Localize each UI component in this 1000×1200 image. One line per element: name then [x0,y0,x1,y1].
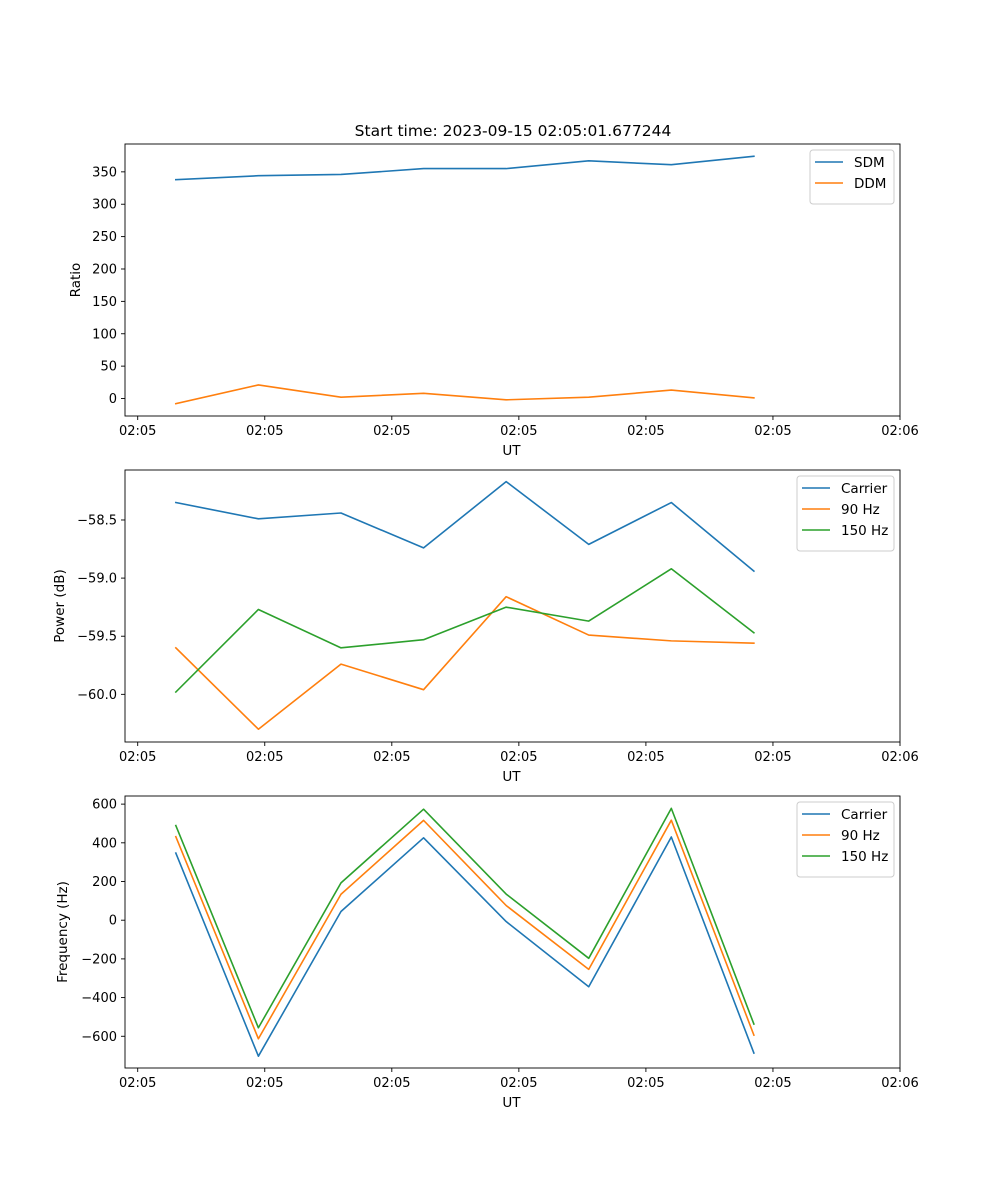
ratio-y-tick-label: 300 [92,198,117,213]
ratio-x-tick-label: 02:05 [754,424,791,439]
power-legend-label-carrier: Carrier [841,481,888,497]
power-y-tick-label: −60.0 [77,688,117,703]
ratio-x-tick-label: 02:05 [119,424,156,439]
ratio-x-tick-label: 02:05 [373,424,410,439]
power-series-line-carrier [174,480,756,573]
power-x-axis-label: UT [502,769,521,785]
frequency-series-line-90-hz [174,819,755,1040]
power-legend-label-90-hz: 90 Hz [841,502,880,518]
power-x-tick-label: 02:05 [754,750,791,765]
ratio-y-tick-label: 0 [109,392,117,407]
frequency-y-tick-label: 400 [92,836,117,851]
frequency-series-line-150-hz [174,807,755,1029]
ratio-legend: SDM DDM [809,149,895,205]
frequency-x-tick-label: 02:05 [246,1076,283,1091]
frequency-legend-box [796,801,895,878]
power-x-tick-label: 02:05 [246,750,283,765]
ratio-legend-box [809,149,895,205]
power-series-line-150-hz [174,567,756,694]
ratio-y-tick-label: 150 [92,295,117,310]
power-y-tick-label: −58.5 [77,513,117,528]
ratio-panel: 02:05 02:05 02:05 02:05 02:05 02:05 02:06 0 50 10… [68,143,919,459]
frequency-legend-label-150-hz: 150 Hz [841,849,888,865]
frequency-series-line-carrier [174,836,755,1057]
frequency-panel: 02:05 02:05 02:05 02:05 02:05 02:05 02:06 −600 −… [55,795,919,1111]
power-panel: 02:05 02:05 02:05 02:05 02:05 02:05 02:06 −60.0… [52,469,919,785]
power-x-tick-label: 02:05 [119,750,156,765]
ratio-x-tick-label: 02:05 [246,424,283,439]
ratio-x-axis-label: UT [502,443,521,459]
frequency-x-tick-label: 02:05 [500,1076,537,1091]
ratio-y-axis-label: Ratio [68,263,84,298]
power-legend: Carrier 90 Hz 150 Hz [796,475,895,552]
ratio-series-line-sdm [174,155,755,181]
power-x-tick-label: 02:05 [500,750,537,765]
frequency-y-tick-label: 600 [92,798,117,813]
frequency-legend-label-carrier: Carrier [841,807,888,823]
ratio-x-tick-label: 02:06 [881,424,918,439]
ratio-y-tick-label: 350 [92,165,117,180]
power-axes-frame [124,469,901,743]
frequency-y-tick-label: 200 [92,875,117,890]
ratio-legend-label-ddm: DDM [854,176,886,192]
frequency-x-tick-label: 02:06 [881,1076,918,1091]
power-x-tick-label: 02:05 [373,750,410,765]
ratio-y-tick-label: 200 [92,262,117,277]
frequency-x-tick-label: 02:05 [627,1076,664,1091]
frequency-x-tick-label: 02:05 [754,1076,791,1091]
power-y-tick-label: −59.5 [77,630,117,645]
ratio-y-tick-label: 250 [92,230,117,245]
frequency-y-tick-label: −200 [81,952,117,967]
power-x-tick-label: 02:06 [881,750,918,765]
power-series-line-90-hz [174,595,755,731]
frequency-x-axis-label: UT [502,1095,521,1111]
frequency-y-tick-label: −600 [81,1030,117,1045]
frequency-axes-frame [124,795,901,1069]
frequency-y-tick-label: −400 [81,991,117,1006]
frequency-x-tick-label: 02:05 [119,1076,156,1091]
ratio-axes-frame [124,143,901,417]
ratio-y-tick-label: 50 [100,360,117,375]
frequency-legend: Carrier 90 Hz 150 Hz [796,801,895,878]
frequency-y-tick-label: 0 [109,914,117,929]
figure-title: Start time: 2023-09-15 02:05:01.677244 [355,122,672,140]
ratio-legend-label-sdm: SDM [854,155,885,171]
frequency-x-tick-label: 02:05 [373,1076,410,1091]
frequency-legend-label-90-hz: 90 Hz [841,828,880,844]
power-legend-box [796,475,895,552]
ratio-x-tick-label: 02:05 [500,424,537,439]
ratio-x-tick-label: 02:05 [627,424,664,439]
power-x-tick-label: 02:05 [627,750,664,765]
ratio-y-tick-label: 100 [92,327,117,342]
power-legend-label-150-hz: 150 Hz [841,523,888,539]
ratio-series-line-ddm [174,384,755,405]
power-y-tick-label: −59.0 [77,572,117,587]
frequency-y-axis-label: Frequency (Hz) [55,881,71,983]
power-y-axis-label: Power (dB) [52,569,68,642]
